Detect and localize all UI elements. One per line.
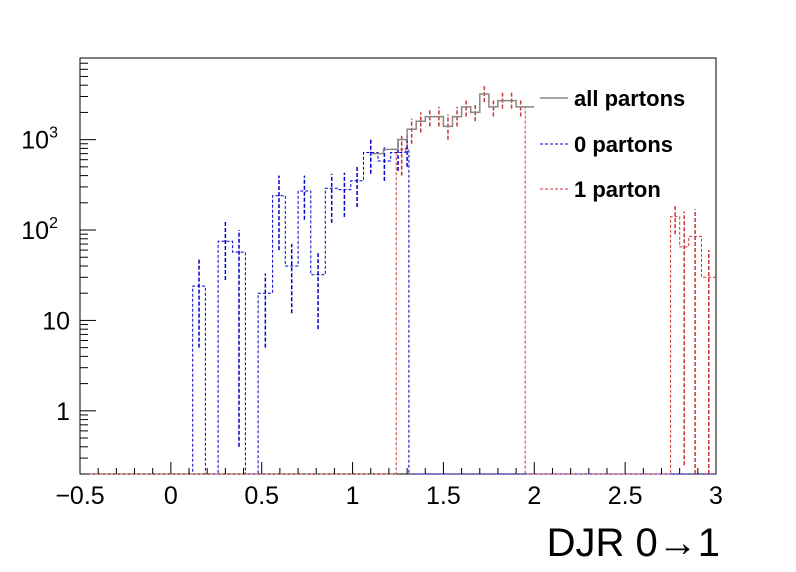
histogram-line-0-partons [80,147,716,475]
series-all-partons [370,93,535,155]
series-layer [80,86,716,475]
legend-label-all-partons: all partons [574,86,685,111]
x-tick-label: 2 [527,482,541,510]
x-tick-label: 0 [164,482,178,510]
legend-label-0-partons: 0 partons [574,132,673,157]
axis-layer: −0.5 0 0.5 1 1.5 2 2.5 3 1 10 102 103 [21,57,723,510]
x-tick-label: −0.5 [55,482,104,510]
x-tick-label: 1 [346,482,360,510]
legend-label-1-parton: 1 parton [574,177,661,202]
y-tick-label: 103 [21,125,58,155]
histogram-line-all-partons [370,93,535,155]
series-1-parton [80,86,716,475]
x-tick-label: 0.5 [244,482,279,510]
plot-frame [79,57,717,475]
y-tick-label: 1 [56,398,70,426]
x-tick-label: 2.5 [608,482,643,510]
legend: all partons 0 partons 1 parton [540,86,685,202]
x-tick-label: 3 [709,482,723,510]
y-tick-label: 10 [42,307,70,335]
y-tick-label: 102 [21,215,58,245]
x-tick-label: 1.5 [426,482,461,510]
x-axis-title: DJR 0→1 [547,521,720,565]
